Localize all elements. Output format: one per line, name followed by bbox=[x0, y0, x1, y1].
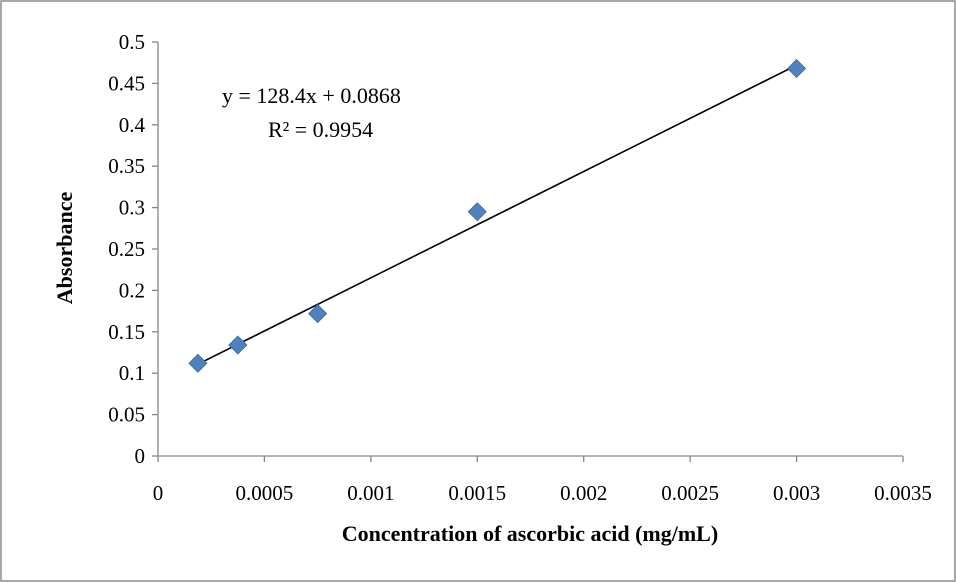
x-tick-label: 0 bbox=[153, 481, 164, 505]
trendline-layer bbox=[197, 64, 797, 365]
y-tick-label: 0.45 bbox=[108, 71, 145, 95]
y-tick-label: 0.2 bbox=[119, 278, 145, 302]
trendline-equation: y = 128.4x + 0.0868 bbox=[222, 83, 401, 108]
x-axis-title: Concentration of ascorbic acid (mg/mL) bbox=[342, 521, 718, 546]
data-point bbox=[188, 353, 208, 373]
data-point bbox=[308, 304, 328, 324]
y-tick-label: 0 bbox=[135, 444, 146, 468]
y-tick-label: 0.4 bbox=[119, 113, 146, 137]
y-tick-label: 0.25 bbox=[108, 237, 145, 261]
y-tick-label: 0.05 bbox=[108, 403, 145, 427]
x-tick-label: 0.0005 bbox=[236, 481, 294, 505]
data-points bbox=[188, 58, 807, 373]
x-tick-label: 0.002 bbox=[560, 481, 607, 505]
y-tick-label: 0.3 bbox=[119, 196, 145, 220]
axes: 0 0.05 0.1 0.15 0.2 0.25 0.3 0.35 0.4 0.45 0.5 0 0.0… bbox=[108, 30, 932, 505]
x-tick-label: 0.0015 bbox=[448, 481, 506, 505]
y-axis-title: Absorbance bbox=[52, 192, 77, 305]
x-tick-label: 0.0035 bbox=[874, 481, 932, 505]
data-point bbox=[787, 58, 807, 79]
r-squared-label: R² = 0.9954 bbox=[268, 117, 373, 142]
x-tick-label: 0.003 bbox=[773, 481, 820, 505]
y-tick-label: 0.35 bbox=[108, 154, 145, 178]
linear-trendline bbox=[197, 64, 797, 365]
y-tick-label: 0.1 bbox=[119, 361, 145, 385]
y-tick-label: 0.15 bbox=[108, 320, 145, 344]
x-tick-label: 0.001 bbox=[347, 481, 394, 505]
x-tick-label: 0.0025 bbox=[661, 481, 719, 505]
data-point bbox=[228, 335, 248, 355]
y-tick-label: 0.5 bbox=[119, 30, 145, 54]
data-point bbox=[467, 202, 487, 222]
